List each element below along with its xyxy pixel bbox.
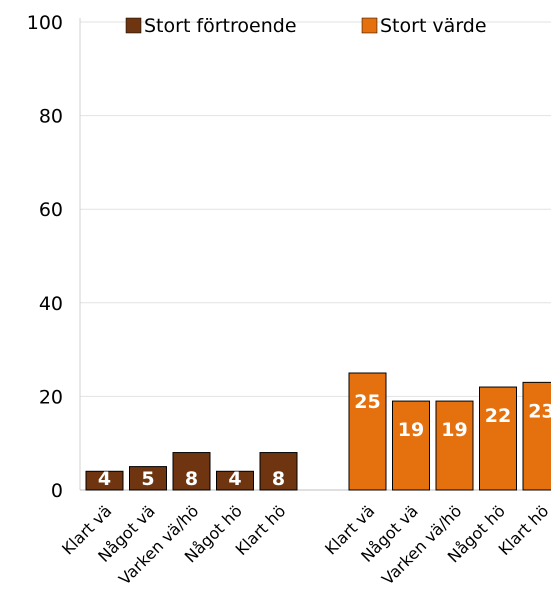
legend-label: Stort förtroende: [144, 15, 297, 37]
y-axis: 0 20 40 60 80 100: [27, 12, 551, 502]
bar: [392, 400, 430, 491]
bar: [216, 470, 254, 491]
bars: 4 5 8 4 8 25 19 19 22 23: [85, 372, 551, 491]
legend: Stort förtroende Stort värde: [125, 15, 487, 37]
data-label: 4: [228, 468, 241, 490]
data-label: 19: [398, 419, 424, 441]
legend-swatch: [125, 17, 142, 34]
bar: [348, 372, 387, 491]
bar: [259, 452, 298, 491]
y-tick-label: 0: [51, 480, 63, 502]
y-tick-label: 60: [39, 199, 63, 221]
y-tick-label: 40: [39, 293, 63, 315]
bar: [129, 466, 167, 491]
data-label: 8: [272, 468, 285, 490]
y-tick-label: 100: [27, 12, 63, 34]
y-tick-label: 80: [39, 106, 63, 128]
bar: [85, 470, 124, 491]
bar: [479, 386, 517, 491]
data-label: 22: [485, 405, 511, 427]
data-label: 19: [441, 419, 467, 441]
y-tick-label: 20: [39, 386, 63, 408]
bar: [522, 381, 551, 491]
data-label: 8: [185, 468, 198, 490]
gridlines: [80, 21, 551, 397]
data-label: 23: [528, 400, 551, 422]
data-label: 25: [354, 391, 380, 413]
bar: [172, 452, 211, 491]
data-label: 4: [98, 468, 111, 490]
data-label: 5: [141, 468, 154, 490]
legend-label: Stort värde: [380, 15, 487, 37]
bar: [435, 400, 474, 491]
legend-swatch: [361, 17, 378, 34]
